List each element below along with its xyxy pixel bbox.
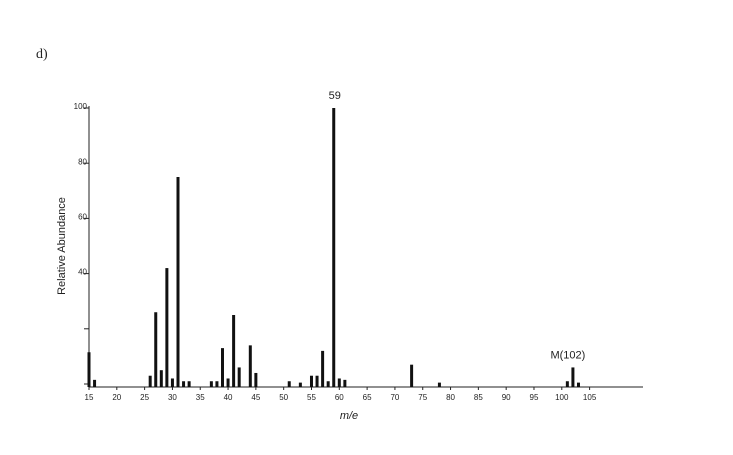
x-tick-label: 70: [390, 393, 399, 402]
x-tick-label: 100: [555, 393, 569, 402]
y-tick-label: 60: [78, 213, 87, 222]
bar: [170, 378, 174, 387]
y-tick-label: 40: [78, 268, 87, 277]
bar: [315, 375, 319, 387]
x-tick-label: 25: [140, 393, 149, 402]
bar: [298, 382, 302, 387]
x-tick-label: 35: [196, 393, 205, 402]
bar: [332, 108, 336, 387]
bar: [343, 379, 347, 387]
bar: [437, 382, 441, 387]
bar: [148, 375, 152, 387]
bar: [254, 372, 258, 387]
x-tick-label: 55: [307, 393, 316, 402]
bar: [337, 378, 341, 387]
x-tick-label: 30: [168, 393, 177, 402]
x-axis-label: m/e: [340, 410, 358, 422]
bar: [287, 381, 291, 387]
bar: [571, 367, 575, 387]
x-tick-label: 15: [85, 393, 94, 402]
bar: [248, 345, 252, 387]
x-tick-label: 95: [530, 393, 539, 402]
x-tick-label: 75: [418, 393, 427, 402]
bar: [321, 350, 325, 387]
bar: [154, 312, 158, 387]
y-axis-label: Relative Abundance: [56, 197, 68, 295]
x-tick-label: 90: [502, 393, 511, 402]
bar: [565, 381, 569, 387]
bar: [309, 375, 313, 387]
bar: [182, 381, 186, 387]
y-tick-label: 80: [78, 157, 87, 166]
x-tick-label: 40: [224, 393, 233, 402]
x-tick-label: 85: [474, 393, 483, 402]
x-tick-label: 60: [335, 393, 344, 402]
bar: [93, 379, 97, 387]
x-tick-label: 65: [363, 393, 372, 402]
y-tick-label: 100: [74, 102, 88, 111]
bar: [209, 381, 213, 387]
x-tick-label: 80: [446, 393, 455, 402]
bar: [220, 348, 224, 387]
bar: [215, 381, 219, 387]
x-tick-label: 50: [279, 393, 288, 402]
bar: [187, 381, 191, 387]
x-tick-label: 45: [251, 393, 260, 402]
bar: [87, 352, 91, 387]
bar: [326, 381, 330, 387]
bar: [410, 364, 414, 387]
bar: [165, 268, 169, 387]
x-tick-label: 105: [583, 393, 597, 402]
bar: [237, 367, 241, 387]
panel-label: d): [36, 47, 48, 62]
bar: [176, 177, 180, 387]
bar: [159, 370, 163, 387]
annotation: 59: [329, 90, 341, 102]
bar: [232, 315, 236, 387]
x-tick-label: 20: [112, 393, 121, 402]
bar: [576, 382, 580, 387]
annotation: M(102): [550, 349, 585, 361]
bar: [226, 378, 230, 387]
